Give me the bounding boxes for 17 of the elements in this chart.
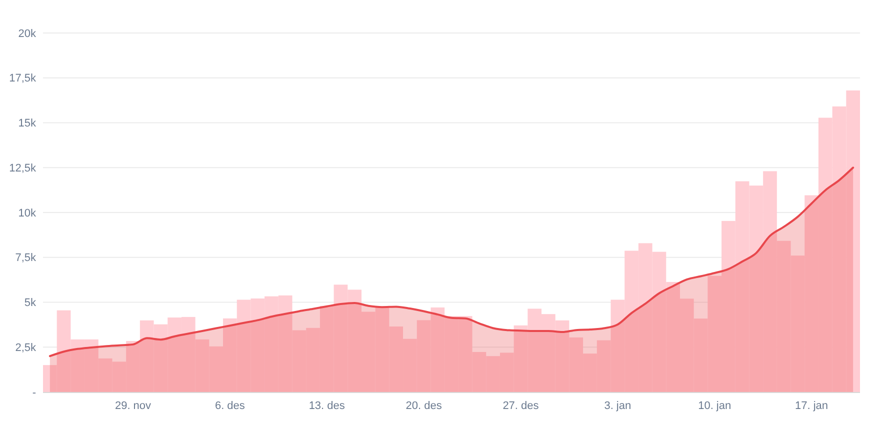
x-tick-label: 17. jan [795, 400, 828, 412]
x-tick-label: 10. jan [698, 400, 732, 412]
x-tick-label: 29. nov [114, 400, 152, 412]
x-tick-label: 27. des [502, 400, 540, 412]
x-tick-label: 6. des [214, 400, 246, 412]
x-tick-label: 13. des [308, 400, 346, 412]
y-tick-label: 12,5k [9, 162, 36, 174]
y-tick-label: 10k [18, 207, 36, 220]
y-tick-label: 7,5k [15, 252, 36, 264]
x-tick-label: 20. des [406, 400, 442, 412]
y-tick-label: 2,5k [15, 342, 36, 354]
y-tick-label: 20k [18, 28, 36, 40]
y-tick-label: 5k [24, 297, 36, 310]
y-tick-label: - [32, 386, 36, 399]
x-tick-label: 3. jan [604, 400, 632, 412]
y-tick-label: 15k [18, 118, 36, 130]
y-tick-label: 17,5k [9, 72, 36, 85]
